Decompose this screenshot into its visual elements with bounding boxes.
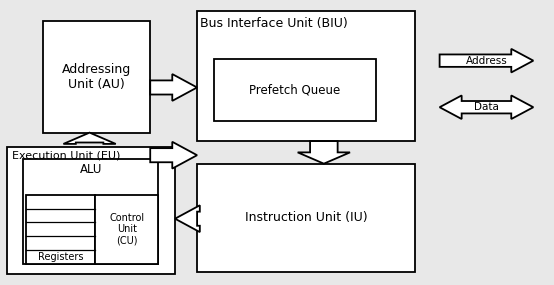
Polygon shape [150, 142, 197, 169]
Text: ALU: ALU [80, 163, 102, 176]
Text: Address: Address [465, 56, 507, 66]
Text: Control
Unit
(CU): Control Unit (CU) [109, 213, 145, 246]
Polygon shape [440, 49, 534, 72]
Text: Bus Interface Unit (BIU): Bus Interface Unit (BIU) [200, 17, 347, 30]
Text: Execution Unit (EU): Execution Unit (EU) [12, 151, 121, 161]
Bar [23, 159, 158, 264]
Bar [95, 195, 158, 264]
Text: Prefetch Queue: Prefetch Queue [249, 84, 341, 97]
Polygon shape [63, 133, 116, 144]
Text: Data: Data [474, 102, 499, 112]
Text: Instruction Unit (IU): Instruction Unit (IU) [245, 211, 367, 225]
Bar [197, 164, 415, 272]
Polygon shape [150, 74, 197, 101]
Bar [214, 59, 376, 121]
Polygon shape [440, 95, 534, 119]
Polygon shape [175, 205, 200, 232]
Bar [26, 195, 95, 264]
Bar [43, 21, 150, 133]
Bar [7, 147, 175, 274]
Text: Addressing
Unit (AU): Addressing Unit (AU) [62, 63, 131, 91]
Bar [197, 11, 415, 141]
Text: Registers: Registers [38, 252, 84, 262]
Polygon shape [297, 141, 350, 164]
